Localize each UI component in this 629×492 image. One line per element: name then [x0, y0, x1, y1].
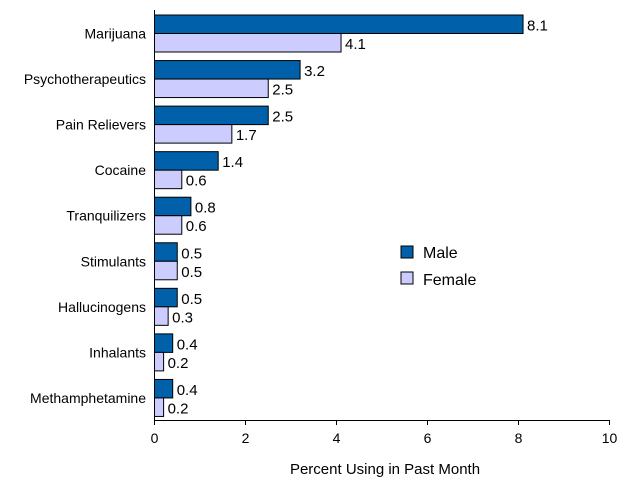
bar-male: [154, 105, 269, 126]
bar-female: [154, 306, 169, 326]
data-label-female: 0.2: [168, 400, 189, 417]
bar-male: [154, 14, 524, 34]
data-label-female: 0.5: [181, 264, 202, 281]
data-label-male: 8.1: [527, 18, 548, 35]
legend-label-male: Male: [423, 245, 458, 262]
legend: Male Female: [400, 245, 476, 289]
data-label-female: 0.3: [172, 309, 193, 326]
data-label-male: 0.5: [181, 291, 202, 308]
category-label: Hallucinogens: [58, 299, 146, 315]
data-label-male: 1.4: [222, 154, 243, 171]
x-tick-label: 4: [333, 430, 341, 446]
bar-female: [154, 215, 183, 235]
x-tick-label: 10: [602, 430, 618, 446]
data-label-male: 2.5: [272, 109, 293, 126]
bar-female: [154, 351, 165, 372]
x-axis-label: Percent Using in Past Month: [290, 461, 480, 478]
bar-female: [154, 169, 183, 190]
data-label-male: 0.8: [195, 200, 216, 217]
bar-male: [154, 242, 178, 262]
x-tick-label: 0: [151, 430, 159, 446]
bar-male: [154, 196, 192, 217]
x-tick-label: 8: [515, 430, 523, 446]
category-label: Methamphetamine: [30, 390, 146, 406]
bar-female: [154, 124, 233, 144]
category-label: Stimulants: [81, 253, 146, 269]
category-label: Cocaine: [95, 162, 147, 178]
x-tick-label: 6: [424, 430, 432, 446]
data-label-female: 0.6: [186, 218, 207, 235]
bar-male: [154, 287, 178, 308]
data-label-male: 3.2: [304, 63, 325, 80]
category-label: Pain Relievers: [56, 117, 146, 133]
category-label: Marijuana: [85, 26, 147, 42]
category-label: Tranquilizers: [66, 208, 146, 224]
x-tick-label: 2: [242, 430, 250, 446]
data-label-male: 0.5: [181, 245, 202, 262]
bar-male: [154, 333, 174, 353]
data-label-female: 4.1: [345, 36, 366, 53]
category-label: Inhalants: [89, 344, 146, 360]
legend-swatch-male: [400, 245, 414, 259]
data-label-male: 0.4: [177, 382, 198, 399]
bar-male: [154, 151, 219, 171]
category-label: Psychotherapeutics: [24, 71, 146, 87]
bar-female: [154, 33, 342, 53]
data-label-female: 0.2: [168, 355, 189, 372]
data-label-female: 1.7: [236, 127, 257, 144]
legend-swatch-female: [400, 271, 414, 285]
bar-female: [154, 78, 269, 99]
legend-label-female: Female: [423, 272, 476, 289]
data-label-female: 0.6: [186, 173, 207, 190]
bar-male: [154, 60, 301, 80]
data-label-female: 2.5: [272, 82, 293, 99]
bar-female: [154, 260, 178, 281]
data-label-male: 0.4: [177, 336, 198, 353]
bar-female: [154, 397, 165, 417]
bar-male: [154, 378, 174, 399]
